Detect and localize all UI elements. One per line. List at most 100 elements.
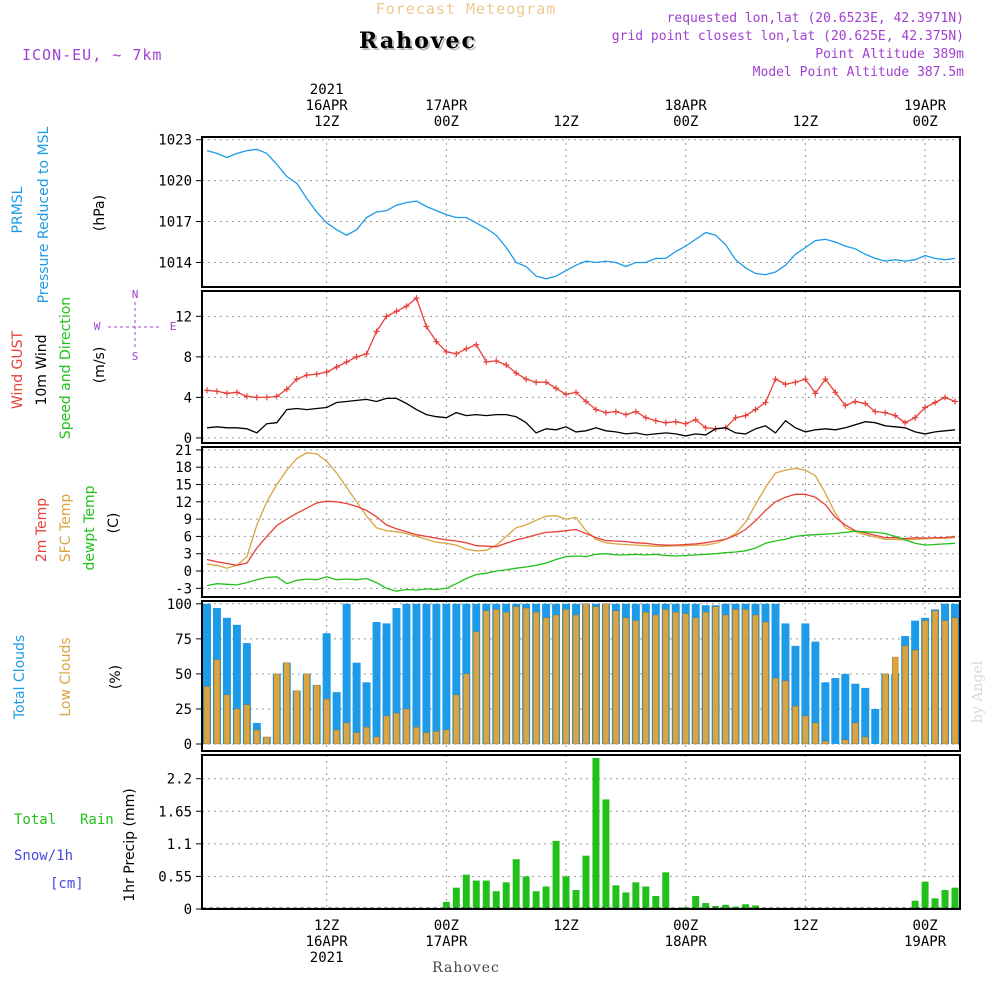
total-cloud-bar — [771, 603, 780, 744]
low-cloud-bar — [762, 621, 769, 745]
prmsl-line — [206, 148, 956, 280]
top-time-label: 12Z — [793, 114, 818, 130]
precip-label-total: Total — [14, 812, 56, 828]
low-cloud-bar — [323, 698, 330, 745]
rain-bar — [572, 890, 580, 909]
rain-bar — [482, 880, 490, 909]
rain-bar — [692, 895, 700, 909]
wind-gust-point — [573, 389, 580, 396]
wind-gust-point — [393, 308, 400, 315]
rain-bar — [622, 892, 630, 909]
bottom-time-label: 00Z — [912, 918, 937, 934]
total-cloud-bar — [242, 643, 251, 744]
footer-location: Rahovec — [432, 960, 500, 976]
wind-gust-point — [832, 389, 839, 396]
low-cloud-bar — [263, 736, 271, 745]
low-cloud-bar — [283, 662, 290, 745]
low-cloud-bar — [742, 609, 749, 745]
temp-ytick-label: 18 — [175, 460, 192, 476]
temp-2m-line — [206, 493, 956, 566]
wind-ytick-label: 4 — [184, 390, 192, 406]
pressure-labels: PRMSL Pressure Reduced to MSL (hPa) — [10, 126, 108, 303]
low-cloud-bar — [882, 673, 889, 745]
clouds-ytick-label: 25 — [175, 702, 192, 718]
low-cloud-bar — [203, 686, 211, 745]
wind-gust-point — [273, 393, 280, 400]
bottom-time-label: 16APR — [306, 934, 349, 950]
wind-gust-point — [403, 303, 410, 310]
low-cloud-bar — [602, 603, 610, 745]
low-cloud-bar — [582, 603, 590, 745]
wind-gust-point — [223, 390, 230, 397]
low-cloud-bar — [423, 732, 430, 745]
low-cloud-bar — [722, 614, 729, 745]
wind-gust-point — [742, 412, 749, 419]
precip-ytick-label: 0.55 — [158, 869, 192, 885]
low-cloud-bar — [572, 614, 580, 745]
wind-gust-point — [473, 341, 480, 348]
wind-gust-point — [363, 350, 370, 357]
wind-gust-point — [553, 385, 560, 392]
clouds-unit: (%) — [108, 665, 124, 689]
wind-frame — [201, 290, 961, 444]
wind-gust-point — [822, 376, 829, 383]
low-cloud-bar — [253, 729, 261, 745]
low-cloud-bar — [642, 612, 650, 745]
pressure-label-1: PRMSL — [10, 186, 26, 233]
wind-gust-point — [702, 424, 709, 431]
precip-frame — [201, 754, 961, 910]
total-cloud-bar — [332, 692, 341, 744]
low-cloud-bar — [433, 731, 440, 745]
total-cloud-bar — [871, 708, 880, 744]
grid-point-coords: grid point closest lon,lat (20.625E, 42.… — [612, 29, 964, 44]
point-altitude: Point Altitude 389m — [815, 47, 964, 62]
wind-gust-point — [433, 338, 440, 345]
low-cloud-bar — [662, 609, 669, 745]
wind-gust-point — [732, 414, 739, 421]
low-cloud-bar — [293, 690, 300, 745]
total-cloud-bar — [392, 608, 401, 744]
compass-w: W — [94, 320, 101, 333]
rain-bar — [582, 855, 590, 909]
temp-ytick-label: 15 — [175, 478, 192, 494]
clouds-panel: 0 25 50 75 100 — [167, 597, 961, 753]
low-cloud-bar — [772, 677, 779, 745]
rain-bar — [632, 882, 640, 909]
wind-gust-point — [622, 411, 629, 418]
wind-gust-point — [582, 398, 589, 405]
rain-bar — [702, 903, 710, 909]
compass-e: E — [170, 320, 177, 333]
rain-bar — [911, 900, 919, 909]
wind-gust-point — [543, 379, 550, 386]
rain-bar — [652, 895, 660, 909]
low-cloud-bar — [363, 726, 370, 745]
bottom-time-label: 18APR — [665, 934, 708, 950]
pressure-ytick-label: 1017 — [158, 215, 192, 231]
rain-bar — [941, 890, 949, 909]
rain-bar — [542, 886, 550, 909]
temp-unit: (C) — [106, 513, 122, 534]
total-cloud-bar — [322, 633, 331, 744]
total-cloud-bar — [352, 662, 361, 744]
wind-gust-point — [942, 394, 949, 401]
low-cloud-bar — [562, 609, 570, 745]
wind-labels: Wind GUST 10m Wind Speed and Direction (… — [10, 288, 176, 439]
low-cloud-bar — [951, 617, 959, 745]
temp-ytick-label: 12 — [175, 495, 192, 511]
wind-gust-point — [762, 399, 769, 406]
rain-bar — [492, 891, 500, 909]
total-cloud-bar — [362, 682, 371, 744]
wind-gust-point — [922, 404, 929, 411]
wind-gust-point — [243, 393, 250, 400]
clouds-ytick-label: 100 — [167, 597, 192, 613]
low-cloud-bar — [622, 617, 630, 745]
wind-unit: (m/s) — [92, 347, 108, 384]
wind-panel: 0 4 8 12 — [175, 290, 961, 447]
wind-gust-point — [802, 376, 809, 383]
low-cloud-bar — [542, 617, 550, 745]
low-cloud-bar — [931, 610, 939, 745]
low-cloud-bar — [512, 606, 520, 745]
